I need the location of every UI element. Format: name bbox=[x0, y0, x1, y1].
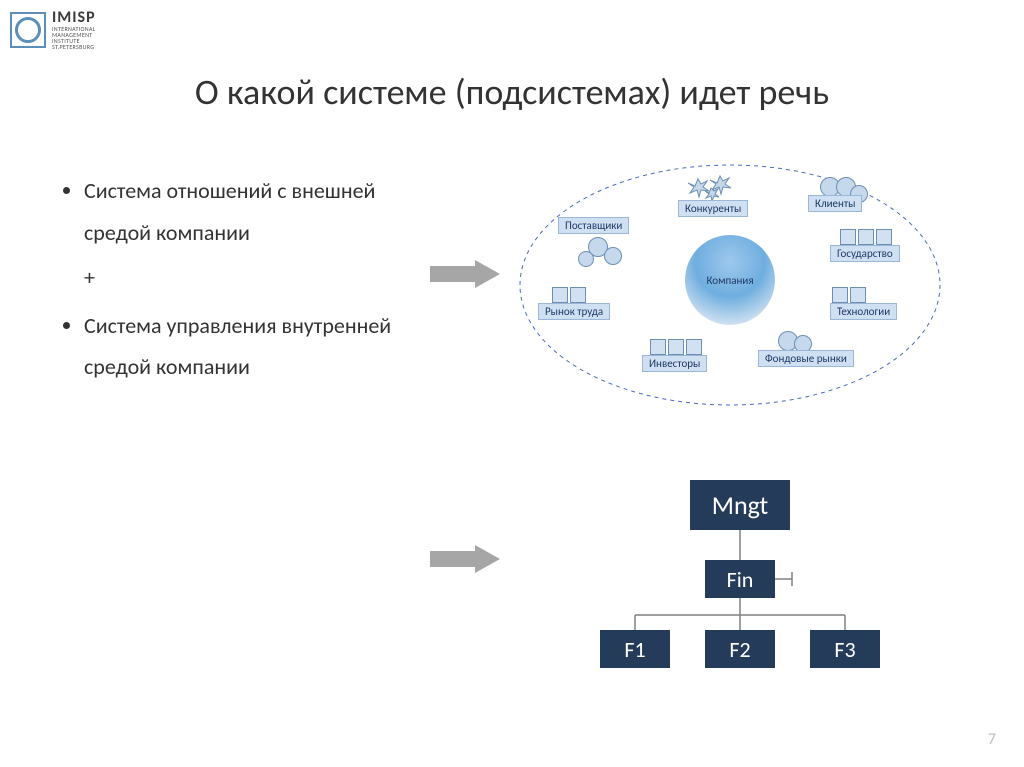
logo: IMISP INTERNATIONAL MANAGEMENT INSTITUTE… bbox=[10, 10, 96, 50]
logo-mark bbox=[10, 12, 46, 48]
org-node-f3: F3 bbox=[810, 630, 880, 668]
bullet-list: Система отношений с внешней средой компа… bbox=[60, 170, 420, 398]
square-icon bbox=[668, 339, 684, 355]
investors-label: Инвесторы bbox=[642, 355, 707, 372]
suppliers-label: Поставщики bbox=[558, 217, 629, 234]
labor-label: Рынок труда bbox=[538, 303, 610, 320]
tech-label: Технологии bbox=[830, 303, 897, 320]
logo-circle-icon bbox=[15, 17, 41, 43]
org-node-f2: F2 bbox=[705, 630, 775, 668]
bullet-plus: + bbox=[84, 264, 420, 291]
org-chart: Mngt Fin F1 F2 F3 bbox=[580, 480, 910, 710]
square-icon bbox=[552, 287, 568, 303]
square-icon bbox=[686, 339, 702, 355]
bullet-item-2: Система управления внутренней средой ком… bbox=[84, 305, 420, 389]
burst-icon bbox=[685, 171, 745, 201]
logo-sub4: ST.PETERSBURG bbox=[52, 44, 96, 50]
page-number: 7 bbox=[988, 730, 996, 749]
company-label: Компания bbox=[706, 274, 753, 287]
org-node-f1: F1 bbox=[600, 630, 670, 668]
square-icon bbox=[832, 287, 848, 303]
clients-label: Клиенты bbox=[808, 195, 862, 212]
arrow-icon-1 bbox=[430, 260, 500, 288]
square-icon bbox=[570, 287, 586, 303]
circle-icon bbox=[604, 247, 622, 265]
square-icon bbox=[840, 229, 856, 245]
competitors-label: Конкуренты bbox=[678, 200, 748, 217]
square-icon bbox=[858, 229, 874, 245]
square-icon bbox=[650, 339, 666, 355]
org-node-fin: Fin bbox=[705, 560, 775, 598]
state-label: Государство bbox=[830, 245, 900, 262]
arrow-icon-2 bbox=[430, 545, 500, 573]
org-node-root: Mngt bbox=[690, 480, 790, 530]
slide-title: О какой системе (подсистемах) идет речь bbox=[0, 70, 1024, 114]
logo-title: IMISP bbox=[52, 10, 96, 26]
circle-icon bbox=[578, 251, 594, 267]
ecosystem-diagram: Компания Поставщики Конкуренты Клиенты Г… bbox=[510, 155, 950, 415]
square-icon bbox=[850, 287, 866, 303]
logo-text: IMISP INTERNATIONAL MANAGEMENT INSTITUTE… bbox=[52, 10, 96, 50]
stock-label: Фондовые рынки bbox=[758, 350, 854, 367]
bullet-item-1: Система отношений с внешней средой компа… bbox=[84, 170, 420, 254]
company-node: Компания bbox=[685, 235, 775, 325]
square-icon bbox=[876, 229, 892, 245]
